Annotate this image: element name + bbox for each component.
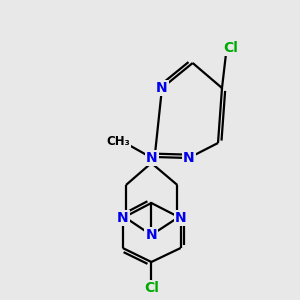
Text: N: N: [117, 211, 128, 225]
Text: CH₃: CH₃: [106, 135, 130, 148]
Text: N: N: [146, 151, 158, 165]
Text: N: N: [146, 228, 157, 242]
Text: N: N: [183, 151, 194, 165]
Text: N: N: [175, 211, 187, 225]
Text: Cl: Cl: [144, 281, 159, 295]
Text: Cl: Cl: [223, 41, 238, 55]
Text: N: N: [156, 81, 168, 95]
